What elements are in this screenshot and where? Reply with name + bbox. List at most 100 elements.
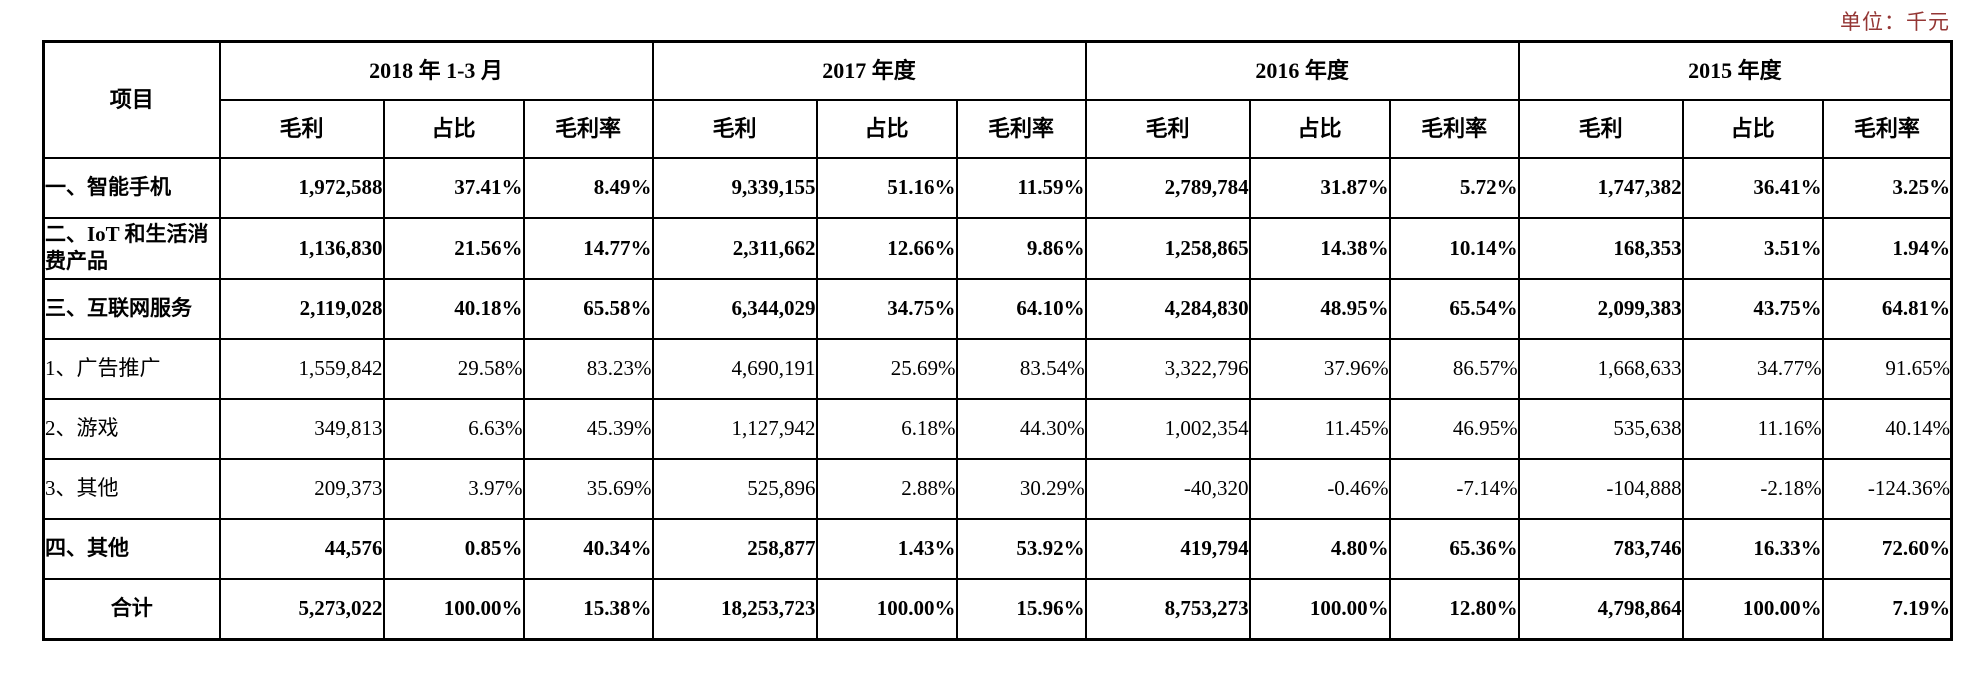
cell-value: 64.10% — [955, 277, 1087, 340]
cell-value: 209,373 — [218, 457, 385, 520]
cell-value: 4.80% — [1248, 517, 1391, 580]
cell-value: 40.34% — [522, 517, 654, 580]
cell-value: 30.29% — [955, 457, 1087, 520]
cell-value: 83.54% — [955, 337, 1087, 400]
cell-value: 72.60% — [1821, 517, 1953, 580]
unit-label: 单位：千元 — [1840, 10, 1950, 34]
cell-value: 1.94% — [1821, 217, 1953, 280]
table-header: 项目 2018 年 1-3 月 2017 年度 2016 年度 2015 年度 毛利占… — [42, 40, 1953, 159]
cell-value: 100.00% — [1681, 577, 1824, 641]
cell-value: 34.75% — [815, 277, 958, 340]
cell-value: 0.85% — [382, 517, 525, 580]
cell-value: 44,576 — [218, 517, 385, 580]
cell-value: 1.43% — [815, 517, 958, 580]
cell-value: 2,789,784 — [1084, 157, 1251, 219]
cell-value: 65.36% — [1388, 517, 1520, 580]
row-label: 二、IoT 和生活消费产品 — [42, 217, 221, 280]
sub-column-header: 毛利 — [1517, 99, 1684, 159]
cell-value: 7.19% — [1821, 577, 1953, 641]
row-label: 3、其他 — [42, 457, 221, 520]
cell-value: 12.66% — [815, 217, 958, 280]
row-label: 三、互联网服务 — [42, 277, 221, 340]
cell-value: 258,877 — [651, 517, 818, 580]
cell-value: 11.45% — [1248, 397, 1391, 460]
cell-value: 8,753,273 — [1084, 577, 1251, 641]
cell-value: 51.16% — [815, 157, 958, 219]
period-group-header: 2018 年 1-3 月 — [218, 40, 654, 101]
cell-value: 11.59% — [955, 157, 1087, 219]
cell-value: 91.65% — [1821, 337, 1953, 400]
cell-value: 35.69% — [522, 457, 654, 520]
cell-value: 12.80% — [1388, 577, 1520, 641]
table-row: 二、IoT 和生活消费产品 1,136,830 21.56% 14.77% 2,311,… — [42, 217, 1953, 280]
cell-value: 1,258,865 — [1084, 217, 1251, 280]
cell-value: 6.18% — [815, 397, 958, 460]
cell-value: 10.14% — [1388, 217, 1520, 280]
cell-value: 4,690,191 — [651, 337, 818, 400]
cell-value: 46.95% — [1388, 397, 1520, 460]
sub-column-header: 占比 — [1248, 99, 1391, 159]
cell-value: 14.38% — [1248, 217, 1391, 280]
cell-value: 8.49% — [522, 157, 654, 219]
cell-value: -7.14% — [1388, 457, 1520, 520]
header-period-row: 项目 2018 年 1-3 月 2017 年度 2016 年度 2015 年度 — [42, 40, 1953, 159]
cell-value: 86.57% — [1388, 337, 1520, 400]
period-group-header: 2017 年度 — [651, 40, 1087, 101]
cell-value: 43.75% — [1681, 277, 1824, 340]
cell-value: 6.63% — [382, 397, 525, 460]
table-row: 2、游戏 349,813 6.63% 45.39% 1,127,942 6.18% 44.3… — [42, 397, 1953, 460]
table-row: 三、互联网服务 2,119,028 40.18% 65.58% 6,344,029 34.… — [42, 277, 1953, 340]
cell-value: 525,896 — [651, 457, 818, 520]
row-label: 1、广告推广 — [42, 337, 221, 400]
cell-value: 4,284,830 — [1084, 277, 1251, 340]
sub-column-header: 占比 — [1681, 99, 1824, 159]
cell-value: 1,002,354 — [1084, 397, 1251, 460]
table-row: 一、智能手机 1,972,588 37.41% 8.49% 9,339,155 51.16… — [42, 157, 1953, 219]
cell-value: -104,888 — [1517, 457, 1684, 520]
cell-value: 16.33% — [1681, 517, 1824, 580]
cell-value: 2,119,028 — [218, 277, 385, 340]
cell-value: 9.86% — [955, 217, 1087, 280]
cell-value: 25.69% — [815, 337, 958, 400]
cell-value: 36.41% — [1681, 157, 1824, 219]
cell-value: 1,668,633 — [1517, 337, 1684, 400]
period-group-header: 2015 年度 — [1517, 40, 1953, 101]
item-column-header: 项目 — [42, 40, 221, 159]
cell-value: 83.23% — [522, 337, 654, 400]
gross-profit-table: 项目 2018 年 1-3 月 2017 年度 2016 年度 2015 年度 毛利占… — [42, 40, 1954, 641]
cell-value: 44.30% — [955, 397, 1087, 460]
cell-value: 5,273,022 — [218, 577, 385, 641]
cell-value: 1,972,588 — [218, 157, 385, 219]
row-label: 合计 — [42, 577, 221, 641]
sub-column-header: 占比 — [382, 99, 525, 159]
cell-value: 15.96% — [955, 577, 1087, 641]
table-row: 1、广告推广 1,559,842 29.58% 83.23% 4,690,191 25.6… — [42, 337, 1953, 400]
cell-value: 349,813 — [218, 397, 385, 460]
cell-value: 21.56% — [382, 217, 525, 280]
cell-value: 2.88% — [815, 457, 958, 520]
cell-value: 100.00% — [382, 577, 525, 641]
cell-value: 29.58% — [382, 337, 525, 400]
cell-value: 4,798,864 — [1517, 577, 1684, 641]
sub-column-header: 毛利率 — [1821, 99, 1953, 159]
cell-value: 1,559,842 — [218, 337, 385, 400]
table-body: 一、智能手机 1,972,588 37.41% 8.49% 9,339,155 51.16… — [42, 157, 1953, 641]
cell-value: -2.18% — [1681, 457, 1824, 520]
cell-value: 40.14% — [1821, 397, 1953, 460]
cell-value: 45.39% — [522, 397, 654, 460]
cell-value: 34.77% — [1681, 337, 1824, 400]
cell-value: 1,127,942 — [651, 397, 818, 460]
cell-value: 64.81% — [1821, 277, 1953, 340]
cell-value: 2,311,662 — [651, 217, 818, 280]
sub-column-header: 毛利率 — [522, 99, 654, 159]
cell-value: 100.00% — [1248, 577, 1391, 641]
cell-value: 5.72% — [1388, 157, 1520, 219]
cell-value: 168,353 — [1517, 217, 1684, 280]
sub-column-header: 占比 — [815, 99, 958, 159]
cell-value: 40.18% — [382, 277, 525, 340]
cell-value: 3,322,796 — [1084, 337, 1251, 400]
sub-column-header: 毛利率 — [955, 99, 1087, 159]
row-label: 四、其他 — [42, 517, 221, 580]
sub-column-header: 毛利 — [218, 99, 385, 159]
cell-value: 783,746 — [1517, 517, 1684, 580]
